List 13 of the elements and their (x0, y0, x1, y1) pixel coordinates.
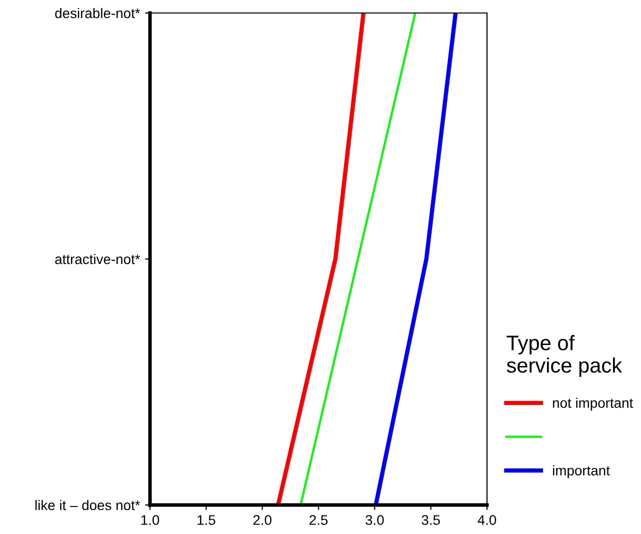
x-tick-label: 2.0 (253, 515, 272, 525)
y-tick-label: desirable-not* (55, 8, 140, 18)
legend-title: Type of service pack (506, 335, 622, 377)
x-tick-label: 2.5 (310, 515, 328, 525)
x-tick-label: 4.0 (478, 515, 496, 525)
y-tick-label: attractive-not* (55, 254, 140, 264)
x-tick-label: 1.5 (198, 515, 216, 525)
x-tick-label: 3.5 (422, 515, 440, 525)
y-tick-label: like it – does not* (35, 500, 140, 510)
legend-label: important (553, 465, 610, 478)
x-tick-label: 3.0 (366, 515, 384, 525)
x-tick-label: 1.0 (141, 515, 160, 525)
legend-label: not important (552, 398, 634, 411)
